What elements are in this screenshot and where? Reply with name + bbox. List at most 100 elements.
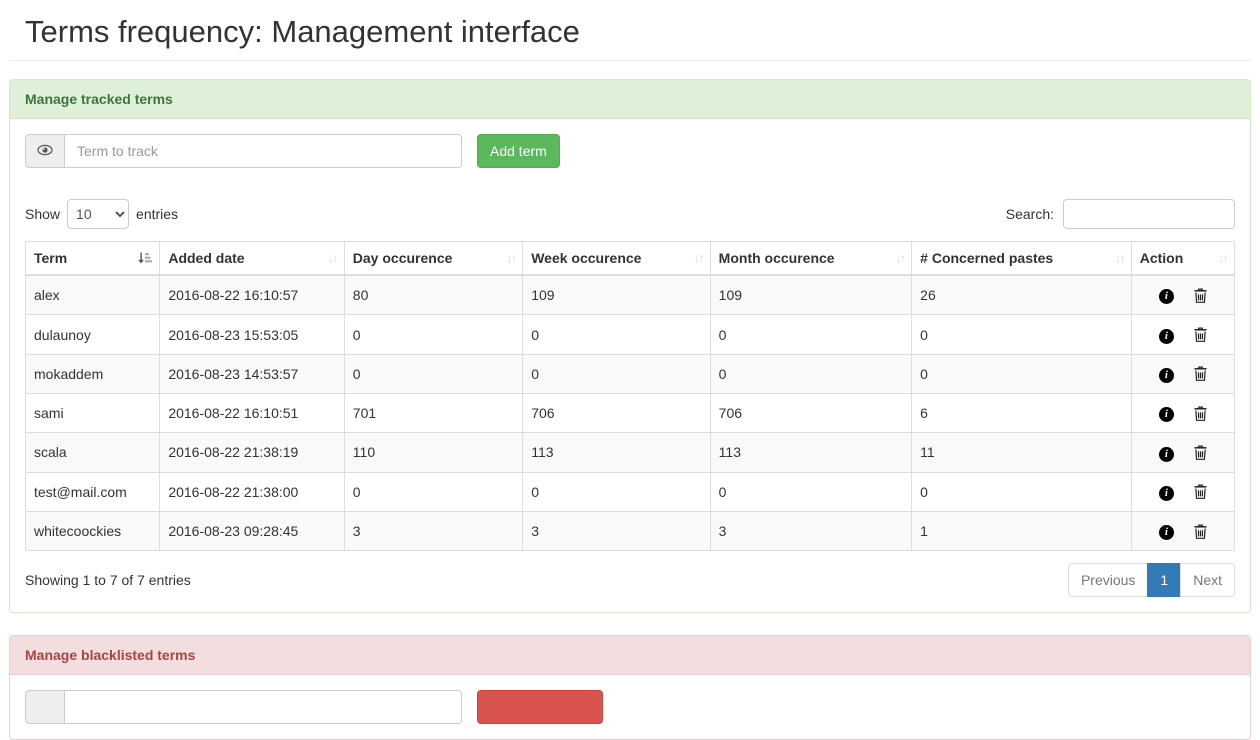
table-row: whitecoockies 2016-08-23 09:28:45 3 3 3 … [26, 511, 1235, 550]
cell-action: i [1131, 511, 1234, 550]
column-header-concerned-pastes[interactable]: # Concerned pastes ↓↑ [912, 242, 1132, 276]
show-term-info-button[interactable]: i [1159, 326, 1174, 344]
table-info: Showing 1 to 7 of 7 entries [25, 572, 191, 588]
blacklisted-terms-panel: Manage blacklisted terms [9, 635, 1251, 740]
pagination-page-1[interactable]: 1 [1148, 563, 1181, 597]
cell-action: i [1131, 393, 1234, 432]
blacklist-add-row [25, 690, 1235, 724]
column-header-day-occurence[interactable]: Day occurence ↓↑ [344, 242, 522, 276]
show-term-info-button[interactable]: i [1159, 483, 1174, 501]
cell-week-occurence: 113 [523, 433, 710, 472]
table-row: scala 2016-08-22 21:38:19 110 113 113 11… [26, 433, 1235, 472]
column-header-month-occurence[interactable]: Month occurence ↓↑ [710, 242, 912, 276]
delete-term-button[interactable] [1194, 524, 1207, 539]
sort-both-icon: ↓↑ [506, 252, 515, 265]
blacklist-term-button[interactable] [477, 690, 603, 724]
cell-concerned-pastes: 0 [912, 315, 1132, 354]
term-input-group [25, 134, 462, 168]
entries-label: entries [136, 206, 178, 222]
term-to-track-input[interactable] [64, 134, 462, 168]
delete-term-button[interactable] [1194, 484, 1207, 499]
cell-term: whitecoockies [26, 511, 160, 550]
delete-term-button[interactable] [1194, 366, 1207, 381]
sort-both-icon: ↓↑ [1115, 252, 1124, 265]
sort-both-icon: ↓↑ [694, 252, 703, 265]
sort-asc-icon [138, 252, 152, 265]
pagination-previous[interactable]: Previous [1068, 563, 1148, 597]
pagination-next[interactable]: Next [1181, 563, 1235, 597]
term-to-blacklist-input[interactable] [64, 690, 462, 724]
table-search-input[interactable] [1063, 199, 1235, 229]
show-term-info-button[interactable]: i [1159, 522, 1174, 540]
table-search-control: Search: [1006, 199, 1235, 229]
info-icon: i [1159, 447, 1174, 462]
tracked-terms-panel-title: Manage tracked terms [25, 91, 173, 107]
blacklisted-terms-panel-body [10, 675, 1250, 739]
cell-month-occurence: 0 [710, 472, 912, 511]
title-divider [9, 60, 1251, 61]
column-header-action[interactable]: Action ↓↑ [1131, 242, 1234, 276]
cell-added-date: 2016-08-23 09:28:45 [160, 511, 344, 550]
tracked-terms-tbody: alex 2016-08-22 16:10:57 80 109 109 26 i [26, 275, 1235, 551]
eye-icon [37, 143, 53, 159]
cell-day-occurence: 3 [344, 511, 522, 550]
cell-added-date: 2016-08-22 21:38:19 [160, 433, 344, 472]
cell-action: i [1131, 433, 1234, 472]
add-term-button[interactable]: Add term [477, 134, 560, 168]
trash-icon [1194, 445, 1207, 460]
trash-icon [1194, 484, 1207, 499]
cell-month-occurence: 0 [710, 354, 912, 393]
tracked-terms-panel: Manage tracked terms [9, 79, 1251, 613]
cell-month-occurence: 109 [710, 275, 912, 315]
cell-added-date: 2016-08-22 16:10:51 [160, 393, 344, 432]
blacklist-input-group [25, 690, 462, 724]
info-icon: i [1159, 525, 1174, 540]
cell-concerned-pastes: 1 [912, 511, 1132, 550]
column-header-week-occurence[interactable]: Week occurence ↓↑ [523, 242, 710, 276]
cell-concerned-pastes: 6 [912, 393, 1132, 432]
column-header-added-date[interactable]: Added date ↓↑ [160, 242, 344, 276]
cell-added-date: 2016-08-23 15:53:05 [160, 315, 344, 354]
cell-concerned-pastes: 26 [912, 275, 1132, 315]
blacklisted-terms-panel-title: Manage blacklisted terms [25, 647, 195, 663]
delete-term-button[interactable] [1194, 445, 1207, 460]
trash-icon [1194, 288, 1207, 303]
tracked-terms-panel-heading: Manage tracked terms [10, 80, 1250, 119]
table-footer: Showing 1 to 7 of 7 entries Previous 1 N… [25, 563, 1235, 597]
trash-icon [1194, 524, 1207, 539]
delete-term-button[interactable] [1194, 288, 1207, 303]
cell-concerned-pastes: 11 [912, 433, 1132, 472]
pagination: Previous 1 Next [1068, 563, 1235, 597]
cell-action: i [1131, 315, 1234, 354]
show-term-info-button[interactable]: i [1159, 365, 1174, 383]
search-label: Search: [1006, 206, 1054, 222]
trash-icon [1194, 366, 1207, 381]
info-icon: i [1159, 329, 1174, 344]
info-icon: i [1159, 368, 1174, 383]
cell-month-occurence: 3 [710, 511, 912, 550]
info-icon: i [1159, 407, 1174, 422]
page-length-select[interactable]: 10 [67, 199, 129, 229]
trash-icon [1194, 406, 1207, 421]
cell-action: i [1131, 354, 1234, 393]
trash-icon [1194, 327, 1207, 342]
table-row: dulaunoy 2016-08-23 15:53:05 0 0 0 0 i [26, 315, 1235, 354]
sort-both-icon: ↓↑ [1218, 252, 1227, 265]
show-term-info-button[interactable]: i [1159, 444, 1174, 462]
cell-week-occurence: 3 [523, 511, 710, 550]
cell-term: dulaunoy [26, 315, 160, 354]
delete-term-button[interactable] [1194, 406, 1207, 421]
blacklist-icon-addon [25, 690, 64, 724]
add-term-row: Add term [25, 134, 1235, 168]
column-header-term[interactable]: Term [26, 242, 160, 276]
info-icon: i [1159, 486, 1174, 501]
show-term-info-button[interactable]: i [1159, 286, 1174, 304]
cell-day-occurence: 110 [344, 433, 522, 472]
cell-day-occurence: 80 [344, 275, 522, 315]
cell-added-date: 2016-08-22 16:10:57 [160, 275, 344, 315]
table-row: test@mail.com 2016-08-22 21:38:00 0 0 0 … [26, 472, 1235, 511]
delete-term-button[interactable] [1194, 327, 1207, 342]
page-length-control: Show 10 entries [25, 199, 178, 229]
sort-both-icon: ↓↑ [895, 252, 904, 265]
show-term-info-button[interactable]: i [1159, 404, 1174, 422]
